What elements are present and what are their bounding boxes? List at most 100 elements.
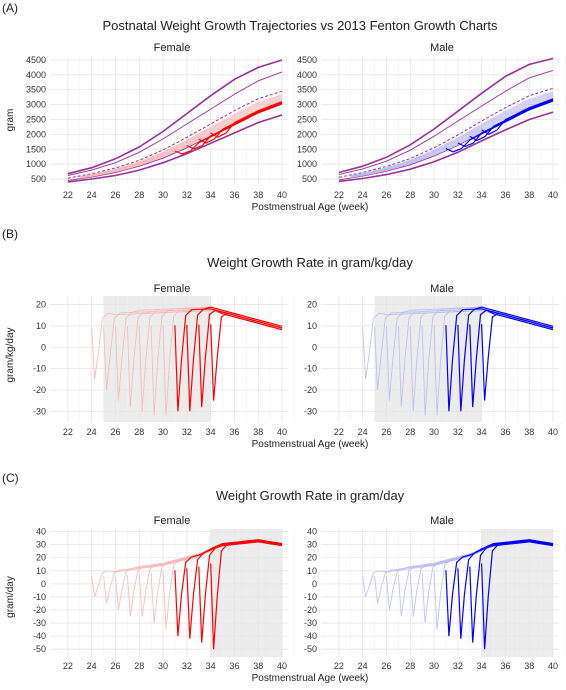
panel-c-facet-female: Female <box>154 515 191 527</box>
x-tick-label: 24 <box>87 190 97 200</box>
x-tick-label: 32 <box>453 190 463 200</box>
y-tick-label: 2500 <box>297 115 317 125</box>
light-trajectory-line <box>79 100 283 179</box>
x-tick-label: 30 <box>429 427 439 437</box>
light-trajectory-line <box>79 99 283 179</box>
x-tick-label: 22 <box>334 190 344 200</box>
panel-a-facet-female: Female <box>154 42 191 54</box>
y-tick-label: 0 <box>41 579 46 589</box>
y-tick-label: 3000 <box>26 100 46 110</box>
light-trajectory-line <box>350 95 554 178</box>
y-tick-label: 4000 <box>26 70 46 80</box>
y-tick-label: 1500 <box>26 144 46 154</box>
x-tick-label: 22 <box>63 190 73 200</box>
panel-a-female-plot: 22 24 26 28 30 32 34 36 38 40 500 1000 1500 2000 2500 3… <box>26 55 295 200</box>
x-tick-label: 22 <box>334 427 344 437</box>
fenton-p90-line <box>67 71 283 176</box>
y-tick-label: 3500 <box>26 85 46 95</box>
fenton-p97-line <box>67 59 283 175</box>
y-tick-label: 2000 <box>297 129 317 139</box>
y-tick-label: 40 <box>307 527 317 537</box>
y-tick-label: 1000 <box>297 159 317 169</box>
x-tick-label: 36 <box>229 190 239 200</box>
x-tick-label: 24 <box>87 427 97 437</box>
x-tick-label: 34 <box>477 190 487 200</box>
x-tick-label: 36 <box>500 661 510 671</box>
x-tick-label: 40 <box>277 427 287 437</box>
x-tick-label: 24 <box>358 661 368 671</box>
highlight-rate-line <box>198 309 283 408</box>
panel-b-tag: (B) <box>2 227 18 241</box>
x-tick-label: 32 <box>453 661 463 671</box>
x-tick-label: 26 <box>110 190 120 200</box>
x-tick-label: 32 <box>182 427 192 437</box>
panel-b-title: Weight Growth Rate in gram/kg/day <box>207 255 413 270</box>
x-tick-label: 34 <box>206 427 216 437</box>
panel-c-ylabel: gram/day <box>5 576 16 618</box>
x-tick-label: 26 <box>110 427 120 437</box>
highlight-rate-line <box>186 539 283 639</box>
x-tick-label: 40 <box>548 190 558 200</box>
x-tick-label: 36 <box>500 190 510 200</box>
panel-c-male-plot: 22 24 26 28 30 32 34 36 38 40 -50 -40 -30 -20 -10 0 10 20… <box>304 527 566 671</box>
x-tick-label: 38 <box>524 661 534 671</box>
highlight-rate-line <box>210 540 283 650</box>
panel-b-male-plot: 22 24 26 28 30 32 34 36 38 40 -30 -20 -10 0 10 20 <box>304 296 566 437</box>
x-tick-label: 38 <box>253 427 263 437</box>
x-tick-label: 26 <box>110 661 120 671</box>
y-tick-label: 1000 <box>26 159 46 169</box>
highlight-trajectory-line <box>198 101 283 144</box>
highlight-rate-line <box>198 541 283 643</box>
light-trajectory-line <box>350 96 554 178</box>
panel-a-tag: (A) <box>2 1 18 15</box>
highlight-trajectory-line <box>186 102 283 150</box>
y-tick-label: 20 <box>307 300 317 310</box>
panel-c-female-plot: 22 24 26 28 30 32 34 36 38 40 -50 -40 -30 -20 -10 0 10 20… <box>33 527 295 671</box>
panel-c-tag: (C) <box>2 471 19 485</box>
highlight-rate-line <box>481 540 554 650</box>
panel-c-facet-male: Male <box>430 515 454 527</box>
highlight-rate-line <box>210 312 283 401</box>
highlight-trajectory-line <box>174 103 283 155</box>
y-tick-label: 3000 <box>297 100 317 110</box>
light-trajectory-line <box>79 98 283 179</box>
y-tick-label: 0 <box>312 342 317 352</box>
y-tick-label: -10 <box>33 364 46 374</box>
y-tick-label: 40 <box>36 527 46 537</box>
y-tick-label: -10 <box>304 364 317 374</box>
y-tick-label: 20 <box>36 553 46 563</box>
x-tick-label: 40 <box>548 427 558 437</box>
y-tick-label: -30 <box>304 406 317 416</box>
y-tick-label: -10 <box>304 592 317 602</box>
panel-a-ylabel: gram <box>5 109 16 132</box>
fenton-p3-line <box>338 111 554 183</box>
highlight-trajectory-line <box>481 98 554 135</box>
y-tick-label: 2000 <box>26 129 46 139</box>
y-tick-label: -20 <box>33 385 46 395</box>
panel-b-ylabel: gram/kg/day <box>5 327 16 382</box>
y-tick-label: 30 <box>36 540 46 550</box>
x-tick-label: 40 <box>277 190 287 200</box>
x-tick-label: 26 <box>381 427 391 437</box>
x-tick-label: 38 <box>253 661 263 671</box>
y-tick-label: 0 <box>41 342 46 352</box>
highlight-rate-line <box>469 309 554 408</box>
y-tick-label: 20 <box>36 300 46 310</box>
x-tick-label: 28 <box>405 661 415 671</box>
y-tick-label: 10 <box>36 321 46 331</box>
y-tick-label: 10 <box>307 566 317 576</box>
x-tick-label: 38 <box>524 427 534 437</box>
x-tick-label: 32 <box>453 427 463 437</box>
x-tick-label: 30 <box>429 661 439 671</box>
panel-c-xlabel: Postmenstrual Age (week) <box>252 673 369 684</box>
x-tick-label: 30 <box>158 661 168 671</box>
y-tick-label: -40 <box>33 631 46 641</box>
y-tick-label: 10 <box>36 566 46 576</box>
highlight-rate-line <box>186 306 283 412</box>
highlight-rate-line <box>457 306 554 412</box>
y-tick-label: 2500 <box>26 115 46 125</box>
y-tick-label: -30 <box>33 406 46 416</box>
x-tick-label: 24 <box>358 427 368 437</box>
y-tick-label: -10 <box>33 592 46 602</box>
